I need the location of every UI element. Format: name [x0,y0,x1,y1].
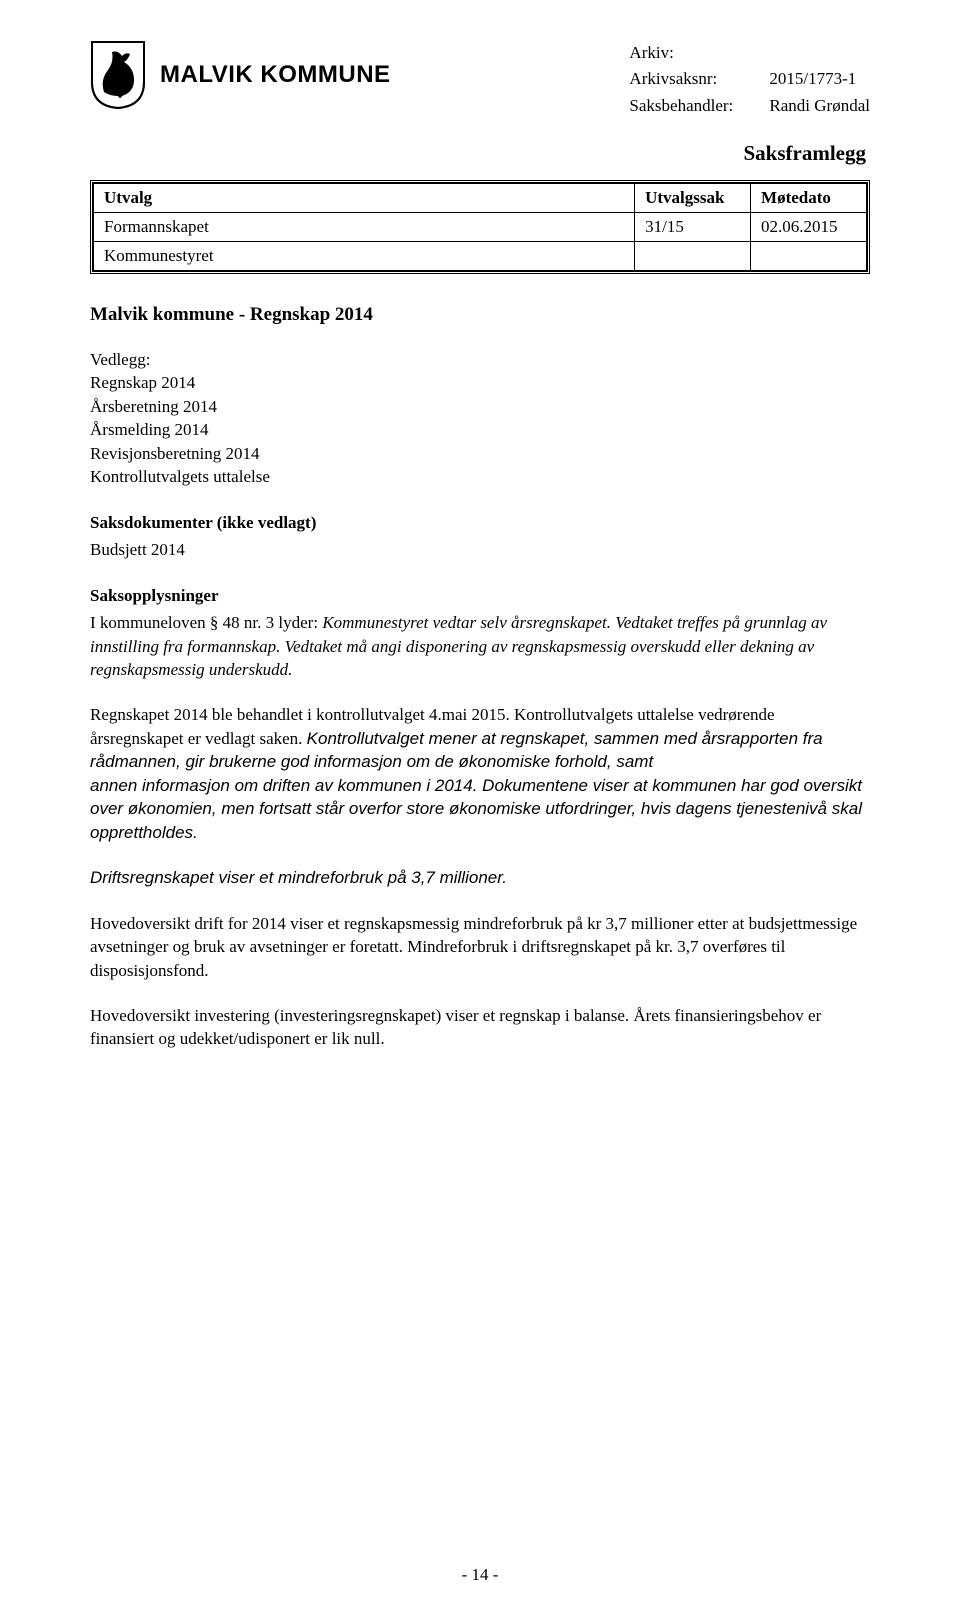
para-5-block: Hovedoversikt investering (investeringsr… [90,1004,870,1051]
para-5: Hovedoversikt investering (investeringsr… [90,1004,870,1051]
saksopp-block: Saksopplysninger I kommuneloven § 48 nr.… [90,584,870,682]
saksdok-heading: Saksdokumenter (ikke vedlagt) [90,511,870,534]
col-utvalg: Utvalg [94,184,635,213]
saksdok-item: Budsjett 2014 [90,538,870,561]
arkiv-label: Arkiv: [629,40,769,66]
col-sak: Utvalgssak [635,184,751,213]
saksopp-heading: Saksopplysninger [90,584,870,607]
header: MALVIK KOMMUNE Arkiv: Arkivsaksnr: 2015/… [90,40,870,119]
cell-dato: 02.06.2015 [751,213,867,242]
saksbehandler-label: Saksbehandler: [629,93,769,119]
table-header-row: Utvalg Utvalgssak Møtedato [94,184,867,213]
table-row: Kommunestyret [94,242,867,271]
logo-block: MALVIK KOMMUNE [90,40,500,110]
page-number: - 14 - [0,1565,960,1585]
table-row: Formannskapet 31/15 02.06.2015 [94,213,867,242]
para-1: I kommuneloven § 48 nr. 3 lyder: Kommune… [90,611,870,681]
page: MALVIK KOMMUNE Arkiv: Arkivsaksnr: 2015/… [0,0,960,1613]
vedlegg-item: Kontrollutvalgets uttalelse [90,465,870,488]
saksbehandler-value: Randi Grøndal [769,93,870,119]
utvalg-table: Utvalg Utvalgssak Møtedato Formannskapet… [93,183,867,271]
saksdok-block: Saksdokumenter (ikke vedlagt) Budsjett 2… [90,511,870,562]
cell-utvalg: Kommunestyret [94,242,635,271]
cell-utvalg: Formannskapet [94,213,635,242]
utvalg-table-wrap: Utvalg Utvalgssak Møtedato Formannskapet… [90,180,870,274]
doc-title: Saksframlegg [90,141,866,166]
col-dato: Møtedato [751,184,867,213]
meta-row-arkivsaksnr: Arkivsaksnr: 2015/1773-1 [629,66,870,92]
para1-lead: I kommuneloven § 48 nr. 3 lyder: [90,613,322,632]
subject: Malvik kommune - Regnskap 2014 [90,304,870,326]
vedlegg-item: Årsmelding 2014 [90,418,870,441]
para-4-block: Hovedoversikt drift for 2014 viser et re… [90,912,870,982]
para-3: Driftsregnskapet viser et mindreforbruk … [90,866,870,889]
cell-sak: 31/15 [635,213,751,242]
vedlegg-item: Regnskap 2014 [90,371,870,394]
municipality-shield-icon [90,40,146,110]
para-2: Regnskapet 2014 ble behandlet i kontroll… [90,703,870,844]
para-2-block: Regnskapet 2014 ble behandlet i kontroll… [90,703,870,844]
para-4: Hovedoversikt drift for 2014 viser et re… [90,912,870,982]
cell-dato [751,242,867,271]
vedlegg-item: Revisjonsberetning 2014 [90,442,870,465]
vedlegg-item: Årsberetning 2014 [90,395,870,418]
vedlegg-list: Regnskap 2014 Årsberetning 2014 Årsmeldi… [90,371,870,488]
para-3-block: Driftsregnskapet viser et mindreforbruk … [90,866,870,889]
org-name: MALVIK KOMMUNE [160,61,391,89]
meta-row-arkiv: Arkiv: [629,40,870,66]
meta-block: Arkiv: Arkivsaksnr: 2015/1773-1 Saksbeha… [629,40,870,119]
arkivsaksnr-label: Arkivsaksnr: [629,66,769,92]
vedlegg-heading: Vedlegg: [90,348,870,371]
cell-sak [635,242,751,271]
vedlegg-block: Vedlegg: Regnskap 2014 Årsberetning 2014… [90,348,870,489]
meta-row-saksbehandler: Saksbehandler: Randi Grøndal [629,93,870,119]
saksdok-list: Budsjett 2014 [90,538,870,561]
arkivsaksnr-value: 2015/1773-1 [769,66,856,92]
